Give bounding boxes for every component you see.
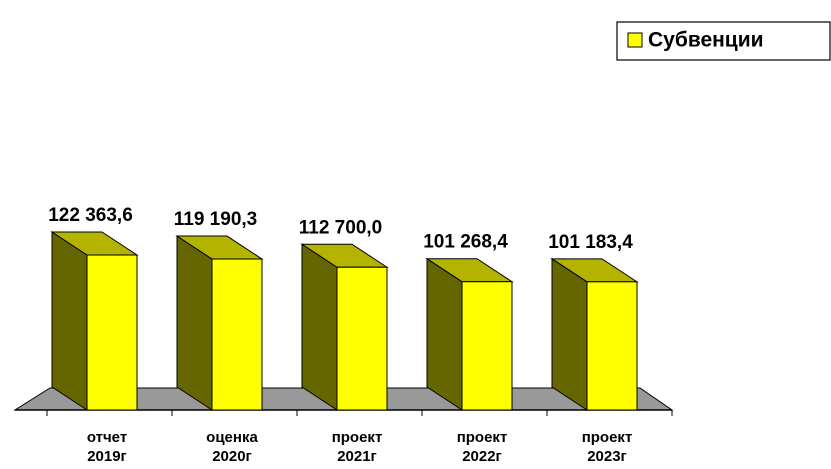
bar-side [301, 243, 338, 411]
x-tick-label: 2021г [337, 448, 377, 465]
x-tick-label: проект [332, 429, 383, 446]
bar [461, 281, 513, 411]
bar [336, 266, 388, 411]
x-tick-label: проект [457, 429, 508, 446]
x-tick-label: 2020г [212, 448, 252, 465]
value-label: 101 268,4 [423, 232, 508, 253]
bar [586, 281, 638, 411]
bar [211, 258, 263, 411]
bar-side [51, 231, 88, 411]
legend-swatch [627, 32, 643, 48]
bar [86, 254, 138, 411]
legend [616, 21, 831, 61]
value-label: 122 363,6 [48, 205, 133, 226]
bars: 122 363,6 отчет 2019г 119 190,3 оценка 2020г 1… [48, 205, 639, 465]
x-tick-label: оценка [206, 429, 258, 446]
value-label: 112 700,0 [299, 217, 382, 238]
bar-side [551, 257, 588, 411]
x-tick-label: 2022г [462, 448, 502, 465]
x-ticks [46, 410, 673, 416]
x-tick-label: проект [582, 429, 633, 446]
x-tick-label: 2019г [87, 448, 127, 465]
value-label: 101 183,4 [548, 232, 633, 253]
x-tick-label: отчет [87, 429, 127, 446]
legend-label: Субвенции [648, 29, 764, 52]
value-label: 119 190,3 [174, 209, 257, 230]
bar-side [426, 257, 463, 411]
bar-side [176, 235, 213, 411]
x-tick-label: 2023г [587, 448, 627, 465]
